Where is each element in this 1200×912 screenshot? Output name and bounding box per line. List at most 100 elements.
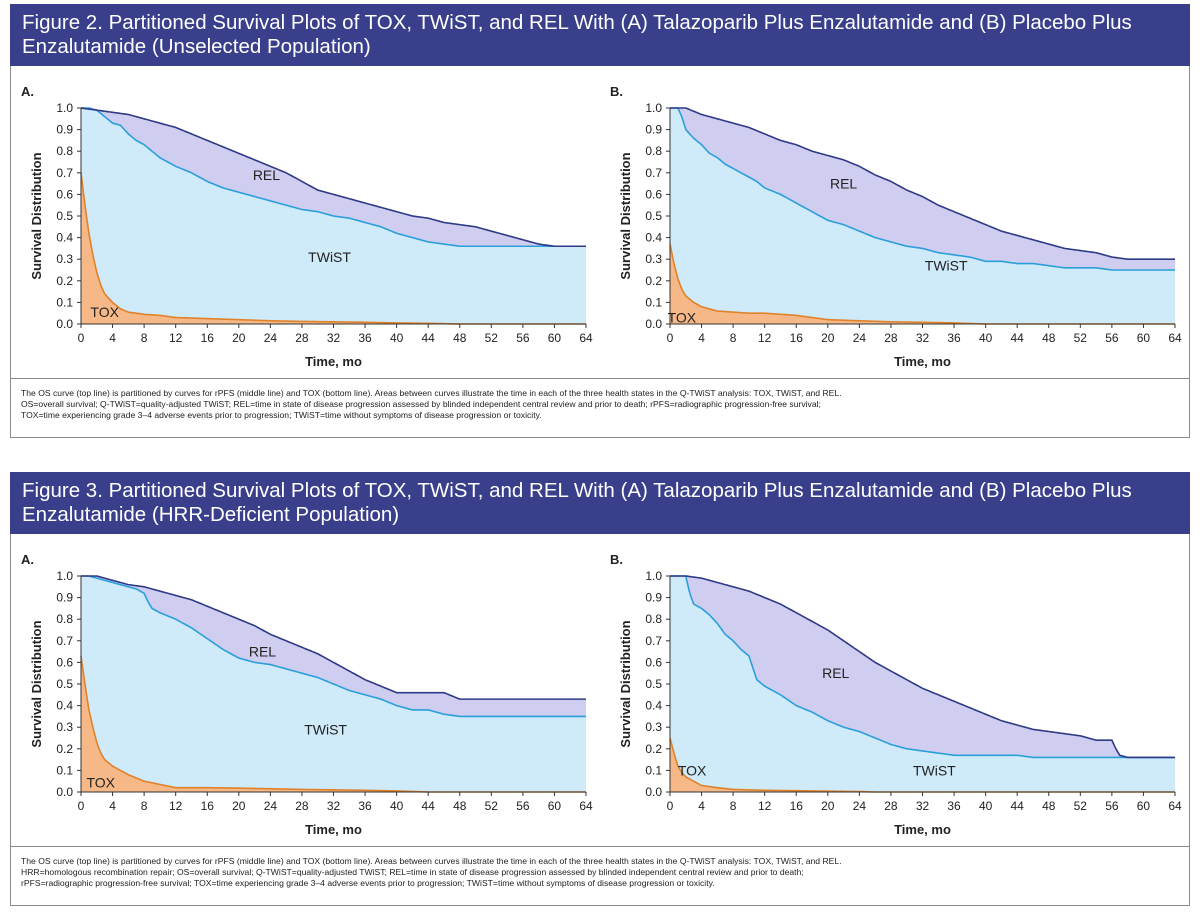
figure-2-title: Figure 2. Partitioned Survival Plots of … [22,11,1132,58]
panel-label: B. [610,84,623,99]
x-tick-label: 28 [295,331,309,345]
twist-area [670,108,1175,324]
y-tick-label: 0.8 [645,144,662,158]
x-tick-label: 32 [327,799,341,813]
figure-2-panel-b: B. 0.0 0.1 0.2 0.3 0.4 0.5 0.6 0.7 0.8 0.9 1.0 0 4 8 12… [600,66,1189,378]
figure-3-header: Figure 3. Partitioned Survival Plots of … [10,472,1190,534]
x-tick-label: 44 [1011,799,1025,813]
y-tick-label: 0.6 [56,187,73,201]
y-tick-label: 0.4 [645,699,662,713]
rpfs-curve [81,107,586,248]
region-label-twist: TWiST [308,249,351,265]
x-axis-title: Time, mo [894,822,951,837]
x-tick-label: 36 [947,799,961,813]
y-axis-title: Survival Distribution [29,152,44,279]
y-tick-label: 0.6 [645,187,662,201]
x-tick-label: 32 [916,331,930,345]
y-axis-title: Survival Distribution [618,152,633,279]
rel-area [670,108,1175,270]
region-label-twist: TWiST [913,762,956,778]
x-tick-label: 4 [109,331,116,345]
y-tick-label: 0.1 [645,295,662,309]
figure-2-body: A. 0.0 0.1 0.2 0.3 0.4 0.5 0.6 0.7 0.8 0.9 1.0 0 4 8 12… [10,66,1190,438]
y-tick-label: 0.0 [56,317,73,331]
x-tick-label: 56 [1105,331,1119,345]
y-tick-label: 0.1 [56,295,73,309]
x-tick-label: 4 [698,799,705,813]
y-tick-label: 0.9 [56,591,73,605]
figure-2-header: Figure 2. Partitioned Survival Plots of … [10,4,1190,66]
x-tick-label: 44 [422,799,436,813]
x-tick-label: 44 [422,331,436,345]
y-tick-label: 0.8 [56,144,73,158]
figure-3-panel-b: B. 0.0 0.1 0.2 0.3 0.4 0.5 0.6 0.7 0.8 0.9 1.0 0 4 8 12… [600,534,1189,846]
x-tick-label: 8 [141,331,148,345]
y-tick-label: 0.2 [56,274,73,288]
x-tick-label: 0 [667,799,674,813]
region-label-twist: TWiST [304,721,347,737]
y-tick-label: 0.2 [645,742,662,756]
x-tick-label: 0 [78,331,85,345]
panel-label: A. [21,552,34,567]
region-label-rel: REL [830,176,857,192]
y-tick-label: 0.2 [56,742,73,756]
y-tick-label: 0.8 [645,612,662,626]
os-curve [670,575,1175,759]
region-label-tox: TOX [90,304,119,320]
y-tick-label: 0.1 [645,763,662,777]
x-tick-label: 36 [358,331,372,345]
x-tick-label: 60 [548,331,562,345]
y-tick-label: 0.9 [645,591,662,605]
x-tick-label: 16 [201,331,215,345]
x-axis-title: Time, mo [305,822,362,837]
figure-3-chart-a: A.0.00.10.20.30.40.50.60.70.80.91.00 4 8 12… [21,552,593,837]
y-tick-label: 1.0 [645,101,662,115]
x-tick-label: 0 [667,331,674,345]
y-tick-label: 0.3 [56,252,73,266]
x-tick-label: 52 [1074,799,1088,813]
x-tick-label: 24 [853,331,867,345]
y-tick-label: 0.5 [56,677,73,691]
x-tick-label: 48 [453,799,467,813]
region-label-tox: TOX [86,774,115,790]
y-tick-label: 0.5 [645,209,662,223]
y-tick-label: 0.1 [56,763,73,777]
x-tick-label: 20 [232,331,246,345]
x-tick-label: 40 [979,799,993,813]
y-tick-label: 0.2 [645,274,662,288]
figure-3-footnote: The OS curve (top line) is partitioned b… [11,846,1189,889]
rpfs-curve [81,575,586,718]
figure-3-panels: A. 0.0 0.1 0.2 0.3 0.4 0.5 0.6 0.7 0.8 0.9 1.0 0 4 8 12… [11,534,1189,846]
rel-area [670,576,1175,758]
y-tick-label: 0.4 [56,231,73,245]
x-tick-label: 12 [169,799,183,813]
x-tick-label: 36 [947,331,961,345]
figure-3-body: A. 0.0 0.1 0.2 0.3 0.4 0.5 0.6 0.7 0.8 0.9 1.0 0 4 8 12… [10,534,1190,906]
y-tick-label: 0.6 [56,655,73,669]
figure-2-panels: A. 0.0 0.1 0.2 0.3 0.4 0.5 0.6 0.7 0.8 0.9 1.0 0 4 8 12… [11,66,1189,378]
os-curve [670,107,1175,260]
panel-label: A. [21,84,34,99]
y-axis-title: Survival Distribution [618,620,633,747]
twist-area [670,576,1175,792]
x-tick-label: 60 [548,799,562,813]
y-tick-label: 0.8 [56,612,73,626]
rpfs-curve [670,107,1175,271]
y-tick-label: 0.0 [645,317,662,331]
x-tick-label: 12 [169,331,183,345]
x-tick-label: 64 [579,799,593,813]
y-axis-title: Survival Distribution [29,620,44,747]
figure-2-chart-a: A.0.00.10.20.30.40.50.60.70.80.91.00 4 8 12… [21,84,593,369]
rel-area [81,108,586,247]
y-tick-label: 0.0 [56,785,73,799]
region-label-rel: REL [253,167,280,183]
y-tick-label: 1.0 [56,101,73,115]
y-tick-label: 0.3 [56,720,73,734]
footnote-line: The OS curve (top line) is partitioned b… [21,388,842,398]
x-tick-label: 12 [758,799,772,813]
x-axis-title: Time, mo [305,354,362,369]
y-tick-label: 0.7 [56,634,73,648]
figure-3-title: Figure 3. Partitioned Survival Plots of … [22,479,1132,526]
region-label-rel: REL [249,644,276,660]
x-tick-label: 28 [884,331,898,345]
